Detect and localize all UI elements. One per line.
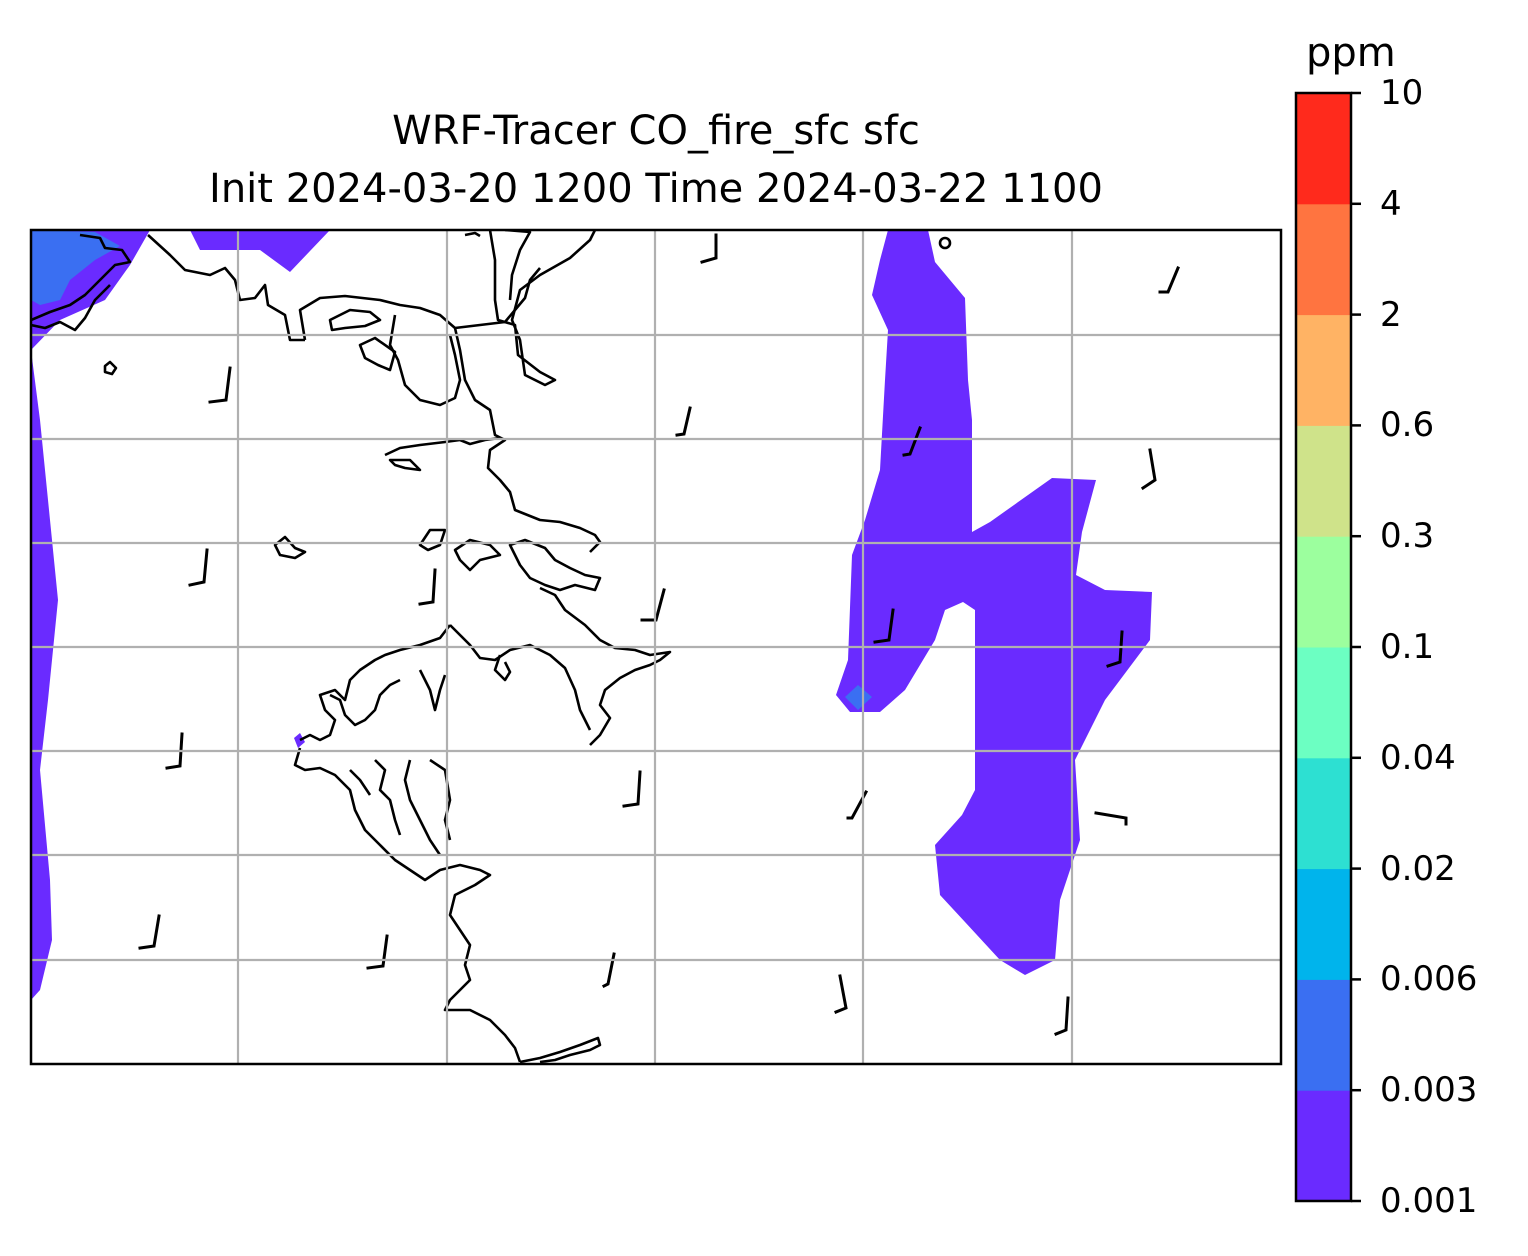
coastline-mid xyxy=(384,436,501,457)
wind-barb xyxy=(675,406,692,437)
colorbar-unit-label: ppm xyxy=(1306,30,1396,76)
coastline-small-bay xyxy=(329,678,401,727)
colorbar-band xyxy=(1296,1090,1351,1202)
wind-barb xyxy=(1094,811,1128,826)
fill-spot-east xyxy=(845,685,872,710)
coastline-northwest xyxy=(31,233,132,322)
colorbar-band xyxy=(1296,647,1351,759)
coastline-islet-1 xyxy=(103,360,118,376)
map-frame xyxy=(29,228,1283,1066)
colorbar-band xyxy=(1296,93,1351,205)
coastline-cluster-2 xyxy=(508,538,602,592)
colorbar-tick-label: 4 xyxy=(1380,183,1402,224)
coastline-island-1 xyxy=(328,308,382,332)
wind-barb xyxy=(834,974,848,1014)
colorbar-tick-label: 0.6 xyxy=(1380,405,1435,446)
wind-barbs xyxy=(138,233,1180,1036)
coastline-island-2 xyxy=(358,336,397,372)
colorbar-band xyxy=(1296,425,1351,537)
colorbar-ticks xyxy=(1351,91,1361,1203)
gridlines xyxy=(31,230,1281,1064)
wind-barb xyxy=(208,366,232,404)
colorbar-tick-label: 0.3 xyxy=(1380,516,1435,557)
colorbar-band xyxy=(1296,979,1351,1091)
wind-barb xyxy=(366,934,389,970)
colorbar-band xyxy=(1296,868,1351,980)
fill-region-north xyxy=(190,230,330,272)
colorbar-band xyxy=(1296,757,1351,870)
colorbar-tick-label: 0.04 xyxy=(1380,737,1456,778)
coastlines xyxy=(31,230,952,1064)
coastline-spit xyxy=(519,1036,602,1064)
colorbar-tick-label: 10 xyxy=(1380,73,1424,113)
colorbar-band xyxy=(1296,203,1351,316)
coastline-northwest-inner xyxy=(31,284,111,332)
coastline-inlet-1 xyxy=(488,230,597,387)
wind-barb xyxy=(873,608,895,644)
coastline-peninsula-1 xyxy=(464,231,481,238)
coastline-fjord-1 xyxy=(374,759,402,836)
wind-barb xyxy=(1140,448,1157,491)
coastline-south-fjords xyxy=(293,747,522,1063)
colorbar-band xyxy=(1296,314,1351,426)
colorbar-tick-label: 0.003 xyxy=(1380,1070,1478,1111)
coastline-fjord-4 xyxy=(349,769,372,796)
fill-spot-coast xyxy=(294,733,305,748)
plot-title: WRF-Tracer CO_fire_sfc sfc xyxy=(392,108,920,154)
wind-barb xyxy=(165,732,184,770)
coastline-mid-island xyxy=(388,458,422,472)
coastline-island-4 xyxy=(418,528,447,552)
wind-barb xyxy=(1054,996,1070,1036)
wind-barb xyxy=(601,952,616,989)
coastline-headland xyxy=(493,654,512,682)
wind-barb xyxy=(640,588,666,622)
wind-barb xyxy=(188,548,209,587)
concentration-fill xyxy=(31,230,1152,1000)
coastline-island-3 xyxy=(273,535,307,560)
fill-region-northwest-mid xyxy=(31,230,120,305)
plot-subtitle: Init 2024-03-20 1200 Time 2024-03-22 110… xyxy=(209,166,1103,212)
wind-barb xyxy=(902,426,922,457)
coastline-south-west xyxy=(299,624,452,742)
coastline-south-main xyxy=(449,624,592,731)
concentration-fill-mid xyxy=(31,230,872,710)
wind-barb xyxy=(138,914,161,950)
fill-region-west-edge xyxy=(31,350,58,1000)
colorbar xyxy=(1296,93,1351,1202)
wind-barb xyxy=(700,233,718,264)
colorbar-band xyxy=(1296,536,1351,648)
coastline-central xyxy=(388,314,462,407)
wind-barb xyxy=(418,568,437,606)
coastline-point xyxy=(418,669,447,712)
coastline-cluster-1 xyxy=(453,538,502,572)
fill-region-east-plume xyxy=(836,230,1152,975)
coastline-islet-2 xyxy=(938,236,952,250)
coastline-fjord-2 xyxy=(403,759,442,856)
wind-barb xyxy=(1158,266,1180,294)
coastline-main xyxy=(147,234,602,553)
colorbar-tick-label: 0.1 xyxy=(1380,627,1435,667)
colorbar-tick-label: 2 xyxy=(1380,294,1402,335)
colorbar-tick-label: 0.02 xyxy=(1380,848,1456,889)
colorbar-tick-label: 0.006 xyxy=(1380,959,1478,1000)
coastline-cluster-3 xyxy=(539,586,672,746)
wind-barb xyxy=(1106,630,1124,668)
coastline-inlet-2 xyxy=(504,230,532,301)
colorbar-tick-label: 0.001 xyxy=(1380,1181,1478,1221)
wind-barb xyxy=(622,770,642,808)
wind-barb xyxy=(846,789,869,820)
